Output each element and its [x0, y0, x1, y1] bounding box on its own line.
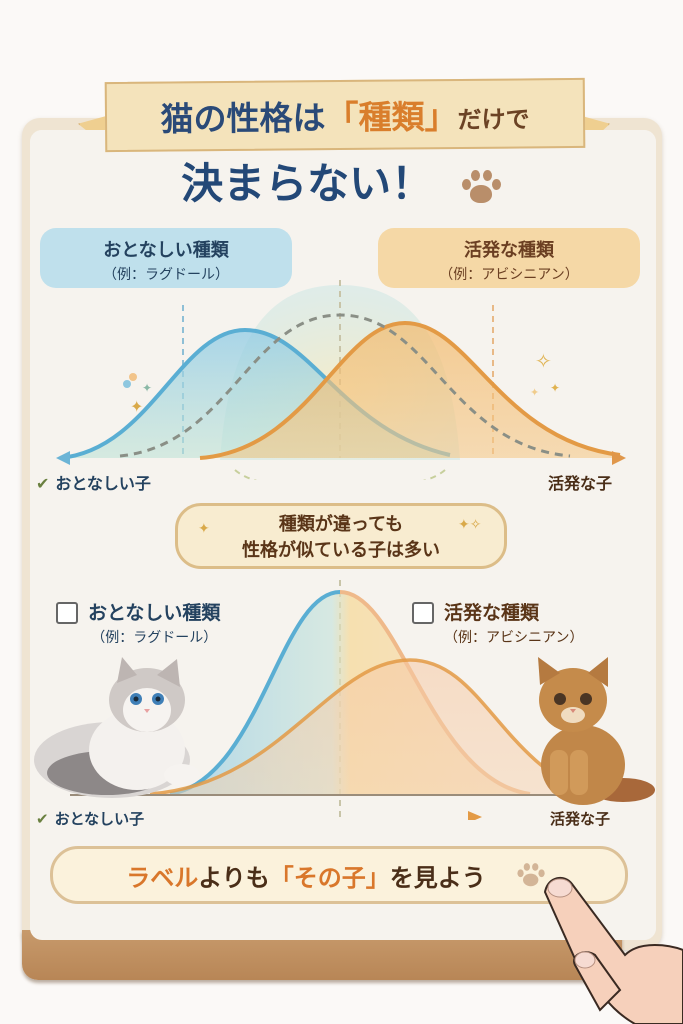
- active-breed-example: （例：アビシニアン）: [439, 267, 579, 283]
- calm-breed-label: おとなしい種類 （例：ラグドール）: [40, 228, 292, 288]
- active-breed-checkbox-row[interactable]: 活発な種類 （例：アビシニアン）: [412, 598, 583, 647]
- check-icon: ✔: [36, 810, 49, 828]
- calm-breed-checkbox[interactable]: [56, 602, 78, 624]
- svg-text:✦: ✦: [530, 386, 539, 399]
- bottom-axis-left-label: ✔ おとなしい子: [36, 808, 144, 829]
- title-suffix: だけで: [457, 105, 530, 135]
- title-ribbon: 猫の性格は「種類」だけで: [104, 77, 586, 153]
- sparkle-icon: ✦: [198, 521, 210, 537]
- calm-breed-checkbox-row[interactable]: おとなしい種類 （例：ラグドール）: [56, 598, 220, 647]
- cta-suffix: を見よう: [389, 863, 486, 892]
- ragdoll-cat-illustration: [34, 657, 200, 798]
- svg-text:✦: ✦: [550, 381, 560, 395]
- top-axis-left-label: ✔ おとなしい子: [36, 470, 151, 494]
- abyssinian-cat-illustration: [538, 657, 655, 805]
- calm-breed-title: おとなしい種類: [103, 240, 229, 261]
- title-prefix: 猫の性格は: [160, 98, 326, 139]
- title-highlight: 「種類」: [325, 97, 458, 138]
- cta-banner: ラベル よりも 「その子」 を見よう: [50, 846, 628, 904]
- calm-breed-example: （例：ラグドール）: [103, 267, 229, 283]
- active-breed-checkbox-example: （例：アビシニアン）: [444, 630, 584, 646]
- svg-text:✦: ✦: [142, 381, 152, 395]
- cta-middle: よりも: [198, 863, 270, 892]
- callout-line-2: 性格が似ている子は多い: [242, 540, 440, 561]
- check-icon: ✔: [36, 474, 50, 493]
- calm-breed-checkbox-label: おとなしい種類: [88, 602, 221, 624]
- paw-icon: [514, 861, 545, 889]
- cta-highlight: 「その子」: [269, 863, 390, 892]
- sparkle-icon: ✦✧: [458, 517, 482, 533]
- svg-text:✦: ✦: [130, 397, 143, 416]
- pointing-hand-illustration: [543, 876, 683, 1024]
- active-breed-checkbox-label: 活発な種類: [444, 602, 540, 624]
- cta-prefix: ラベル: [126, 863, 199, 892]
- active-breed-checkbox[interactable]: [412, 602, 434, 624]
- paw-icon: [458, 167, 502, 207]
- calm-breed-checkbox-example: （例：ラグドール）: [91, 630, 218, 646]
- callout-line-1: 種類が違っても: [278, 514, 404, 535]
- top-axis-right-label: 活発な子: [548, 474, 613, 493]
- top-distribution-chart: ✦ ✦ ✧ ✦ ✦: [56, 280, 626, 480]
- top-axis-left-text: おとなしい子: [55, 474, 151, 493]
- bottom-axis-left-text: おとなしい子: [54, 810, 145, 828]
- active-breed-label: 活発な種類 （例：アビシニアン）: [378, 228, 640, 288]
- bottom-axis-right-label: 活発な子: [550, 810, 611, 828]
- title-line-2: 決まらない！: [0, 150, 683, 211]
- svg-text:✧: ✧: [535, 349, 552, 373]
- title-line-1: 猫の性格は「種類」だけで: [160, 89, 529, 140]
- title-line-2-text: 決まらない！: [181, 159, 434, 208]
- callout-bubble: 種類が違っても 性格が似ている子は多い ✦ ✦✧: [175, 503, 507, 569]
- active-breed-title: 活発な種類: [464, 240, 554, 261]
- bottom-distribution-chart: [70, 580, 620, 820]
